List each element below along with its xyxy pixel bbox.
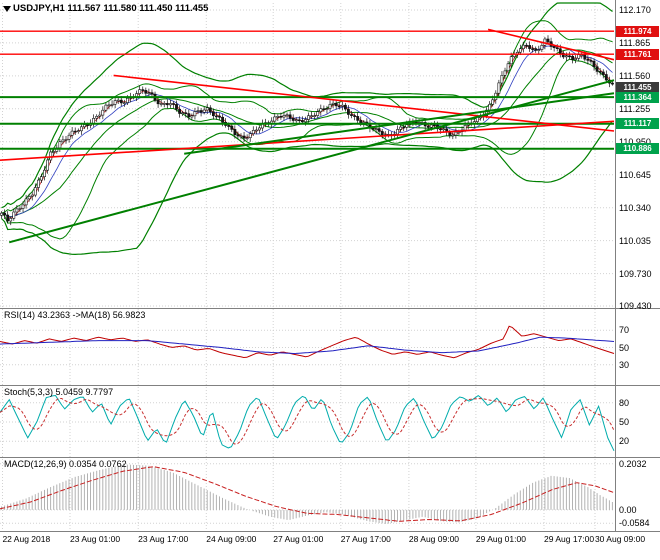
rsi-indicator-label: RSI(14) 43.2363 ->MA(18) 56.9823 [4, 310, 146, 320]
macd-indicator-label: MACD(12,26,9) 0.0354 0.0762 [4, 459, 127, 469]
fast-moving-averages [1, 41, 613, 219]
bollinger-bands [1, 2, 613, 256]
symbol-marker-icon [3, 6, 11, 12]
macd-panel-series [0, 464, 615, 524]
panel-separators [0, 0, 660, 532]
stochastic-panel-series [0, 394, 615, 452]
trend-lines [0, 28, 615, 244]
rsi-panel-series [0, 325, 615, 359]
stoch-indicator-label: Stoch(5,3,3) 5.0459 9.7797 [4, 387, 114, 397]
grid [0, 3, 614, 530]
price-level-lines [0, 30, 614, 150]
chart-symbol-header: USDJPY,H1 111.567 111.580 111.450 111.45… [13, 3, 209, 14]
